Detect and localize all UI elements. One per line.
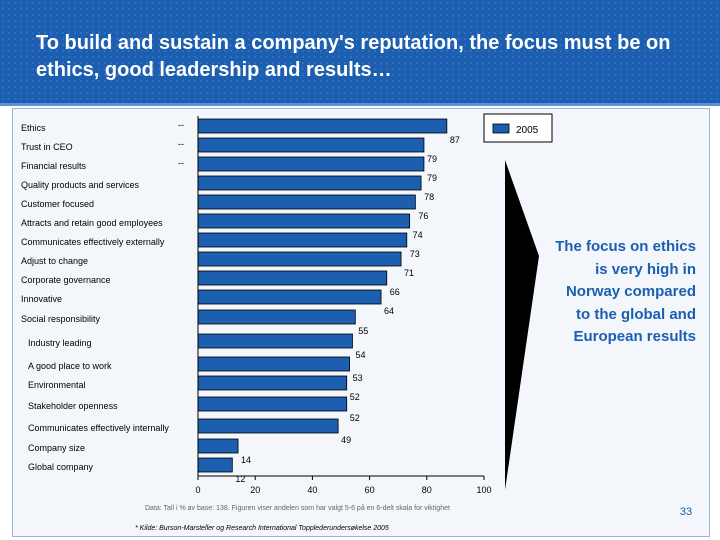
x-tick-label: 0 — [195, 485, 200, 495]
legend-box — [483, 113, 553, 143]
data-label: 66 — [390, 287, 400, 297]
footnote-data: Data: Tall i % av base: 138. Figuren vis… — [145, 504, 450, 512]
data-label: 54 — [355, 350, 365, 360]
bar — [197, 418, 339, 434]
category-label: Innovative — [21, 294, 62, 304]
data-label: 79 — [427, 173, 437, 183]
legend-label: 2005 — [516, 125, 539, 136]
row-marker: -- — [178, 120, 184, 130]
category-label: Ethics — [21, 123, 46, 133]
bar — [197, 156, 425, 172]
data-label: 12 — [235, 474, 245, 484]
arrow-shape — [505, 160, 539, 490]
data-label: 49 — [341, 435, 351, 445]
data-label: 73 — [410, 249, 420, 259]
data-label: 87 — [450, 135, 460, 145]
bar — [197, 438, 239, 454]
category-label: Attracts and retain good employees — [21, 218, 163, 228]
header-bar: To build and sustain a company's reputat… — [0, 0, 720, 106]
data-label: 53 — [353, 373, 363, 383]
data-label: 64 — [384, 306, 394, 316]
category-label: Stakeholder openness — [28, 401, 118, 411]
bar — [197, 375, 348, 391]
bar — [197, 396, 348, 412]
data-label: 78 — [424, 192, 434, 202]
bar — [197, 194, 416, 210]
data-label: 52 — [350, 392, 360, 402]
bar — [197, 333, 353, 349]
legend-swatch — [492, 123, 510, 134]
x-tick-label: 40 — [307, 485, 317, 495]
data-label: 14 — [241, 455, 251, 465]
header-dot-pattern — [0, 0, 720, 103]
footnote-source: * Kilde: Burson-Marsteller og Research I… — [135, 525, 389, 532]
data-label: 55 — [358, 326, 368, 336]
bar — [197, 232, 408, 248]
category-label: Company size — [28, 443, 85, 453]
bar — [197, 289, 382, 305]
bar — [197, 213, 411, 229]
callout-text: The focus on ethics is very high in Norw… — [555, 238, 696, 345]
category-label: A good place to work — [28, 361, 112, 371]
page-number: 33 — [679, 506, 693, 518]
row-marker: -- — [178, 139, 184, 149]
bar — [197, 309, 356, 325]
category-label: Adjust to change — [21, 256, 88, 266]
category-label: Communicates effectively externally — [21, 237, 165, 247]
category-label: Quality products and services — [21, 180, 140, 190]
bar — [197, 118, 448, 134]
bar — [197, 251, 402, 267]
category-label: Global company — [28, 462, 94, 472]
bar — [197, 137, 425, 153]
category-label: Social responsibility — [21, 314, 101, 324]
row-marker: -- — [178, 158, 184, 168]
data-label: 79 — [427, 154, 437, 164]
bar — [197, 175, 422, 191]
bar — [197, 457, 233, 473]
legend: 2005 — [483, 113, 553, 143]
bar — [197, 356, 350, 372]
bar — [197, 270, 388, 286]
category-label: Industry leading — [28, 338, 92, 348]
x-tick-label: 60 — [365, 485, 375, 495]
data-label: 71 — [404, 268, 414, 278]
category-label: Financial results — [21, 161, 87, 171]
x-tick-label: 100 — [476, 485, 491, 495]
data-label: 52 — [350, 413, 360, 423]
data-label: 76 — [418, 211, 428, 221]
x-tick-label: 20 — [250, 485, 260, 495]
x-tick-label: 80 — [422, 485, 432, 495]
category-label: Environmental — [28, 380, 86, 390]
slide-title: To build and sustain a company's reputat… — [36, 32, 671, 81]
category-label: Corporate governance — [21, 275, 111, 285]
category-label: Trust in CEO — [21, 142, 73, 152]
data-label: 74 — [413, 230, 423, 240]
category-label: Customer focused — [21, 199, 94, 209]
category-label: Communicates effectively internally — [28, 423, 169, 433]
